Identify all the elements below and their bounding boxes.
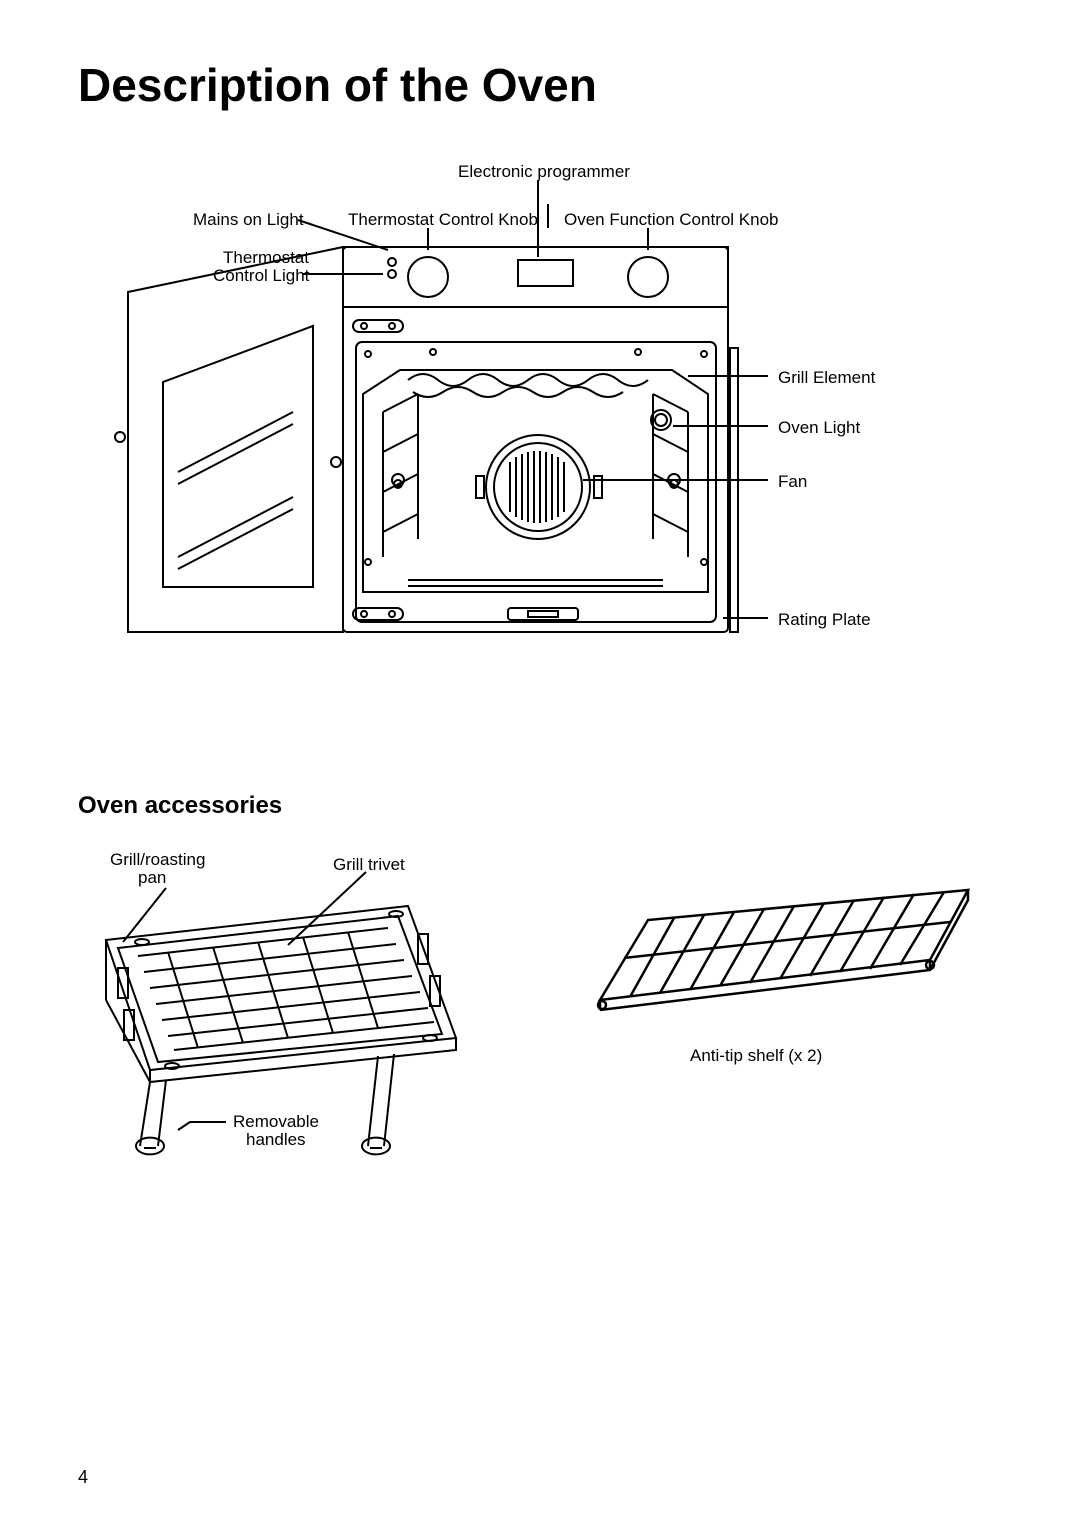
- label-thermostat-control-light-l2: Control Light: [213, 266, 309, 286]
- oven-body: [331, 247, 738, 632]
- label-oven-light: Oven Light: [778, 418, 860, 438]
- label-fan: Fan: [778, 472, 807, 492]
- page-title: Description of the Oven: [78, 58, 1002, 112]
- oven-door: [115, 247, 343, 632]
- label-grill-trivet: Grill trivet: [333, 855, 405, 875]
- label-grill-roasting-pan-l2: pan: [138, 868, 166, 888]
- label-thermostat-control-knob: Thermostat Control Knob: [348, 210, 538, 230]
- label-removable-handles-l2: handles: [246, 1130, 306, 1150]
- label-oven-function-control-knob: Oven Function Control Knob: [564, 210, 779, 230]
- label-grill-element: Grill Element: [778, 368, 875, 388]
- accessory-grill-pan: Grill/roasting pan Grill trivet Removabl…: [78, 850, 510, 1170]
- accessories-row: Grill/roasting pan Grill trivet Removabl…: [78, 850, 1002, 1170]
- subheading-accessories: Oven accessories: [78, 792, 1002, 820]
- label-electronic-programmer: Electronic programmer: [458, 162, 630, 182]
- label-thermostat-control-light-l1: Thermostat: [223, 248, 309, 268]
- label-grill-roasting-pan-l1: Grill/roasting: [110, 850, 205, 870]
- anti-tip-shelf-diagram: [570, 850, 990, 1050]
- label-removable-handles-l1: Removable: [233, 1112, 319, 1132]
- label-rating-plate: Rating Plate: [778, 610, 871, 630]
- oven-diagram-container: Electronic programmer Mains on Light The…: [78, 162, 998, 722]
- oven-diagram: [78, 162, 998, 722]
- page-number: 4: [78, 1467, 88, 1488]
- accessory-anti-tip-shelf: Anti-tip shelf (x 2): [570, 850, 1002, 1110]
- label-mains-on-light: Mains on Light: [193, 210, 304, 230]
- page: Description of the Oven Electronic progr…: [0, 0, 1080, 1528]
- label-anti-tip-shelf: Anti-tip shelf (x 2): [690, 1046, 1080, 1066]
